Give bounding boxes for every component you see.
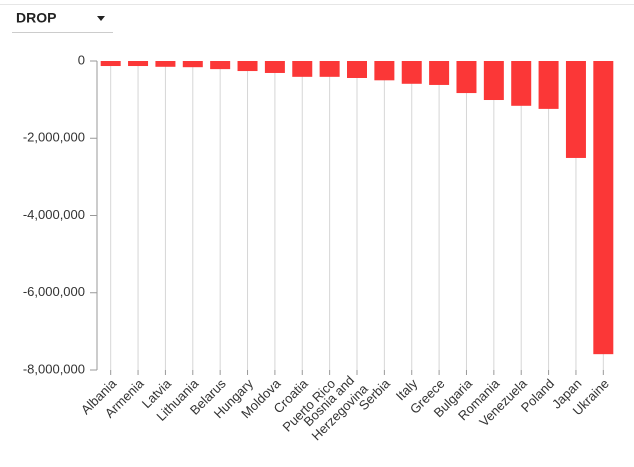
bar xyxy=(401,61,422,84)
bar xyxy=(511,61,532,106)
bar xyxy=(429,61,450,85)
bar xyxy=(182,61,203,68)
bar xyxy=(237,61,258,72)
dropdown-label[interactable]: DROP xyxy=(16,10,56,26)
bar xyxy=(347,61,367,78)
y-tick-label: 0 xyxy=(78,52,85,67)
y-tick-label: -2,000,000 xyxy=(23,130,85,145)
bar xyxy=(593,61,614,355)
bar xyxy=(456,61,477,94)
bar xyxy=(210,61,231,70)
bar xyxy=(538,61,559,109)
y-tick-label: -6,000,000 xyxy=(23,284,85,299)
dropdown[interactable]: DROP xyxy=(12,10,113,33)
dropdown-caret[interactable] xyxy=(97,16,105,21)
bar xyxy=(264,61,285,73)
bar xyxy=(565,61,586,158)
y-tick-label: -8,000,000 xyxy=(23,361,85,376)
bar xyxy=(374,61,395,81)
bar xyxy=(155,61,176,67)
bar xyxy=(483,61,504,101)
bar xyxy=(100,61,121,67)
bar xyxy=(319,61,340,77)
bar xyxy=(292,61,313,77)
y-tick-label: -4,000,000 xyxy=(23,207,85,222)
bar xyxy=(128,61,149,67)
